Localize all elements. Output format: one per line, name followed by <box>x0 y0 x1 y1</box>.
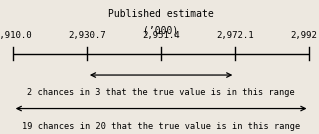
Text: 2,930.7: 2,930.7 <box>68 31 106 40</box>
Text: 2,972.1: 2,972.1 <box>217 31 254 40</box>
Text: 19 chances in 20 that the true value is in this range: 19 chances in 20 that the true value is … <box>22 122 300 131</box>
Text: 2,910.0: 2,910.0 <box>0 31 32 40</box>
Text: (’000): (’000) <box>144 25 179 36</box>
Text: Published estimate: Published estimate <box>108 9 214 19</box>
Text: 2,992.8: 2,992.8 <box>291 31 319 40</box>
Text: 2,951.4: 2,951.4 <box>142 31 180 40</box>
Text: 2 chances in 3 that the true value is in this range: 2 chances in 3 that the true value is in… <box>27 88 295 97</box>
